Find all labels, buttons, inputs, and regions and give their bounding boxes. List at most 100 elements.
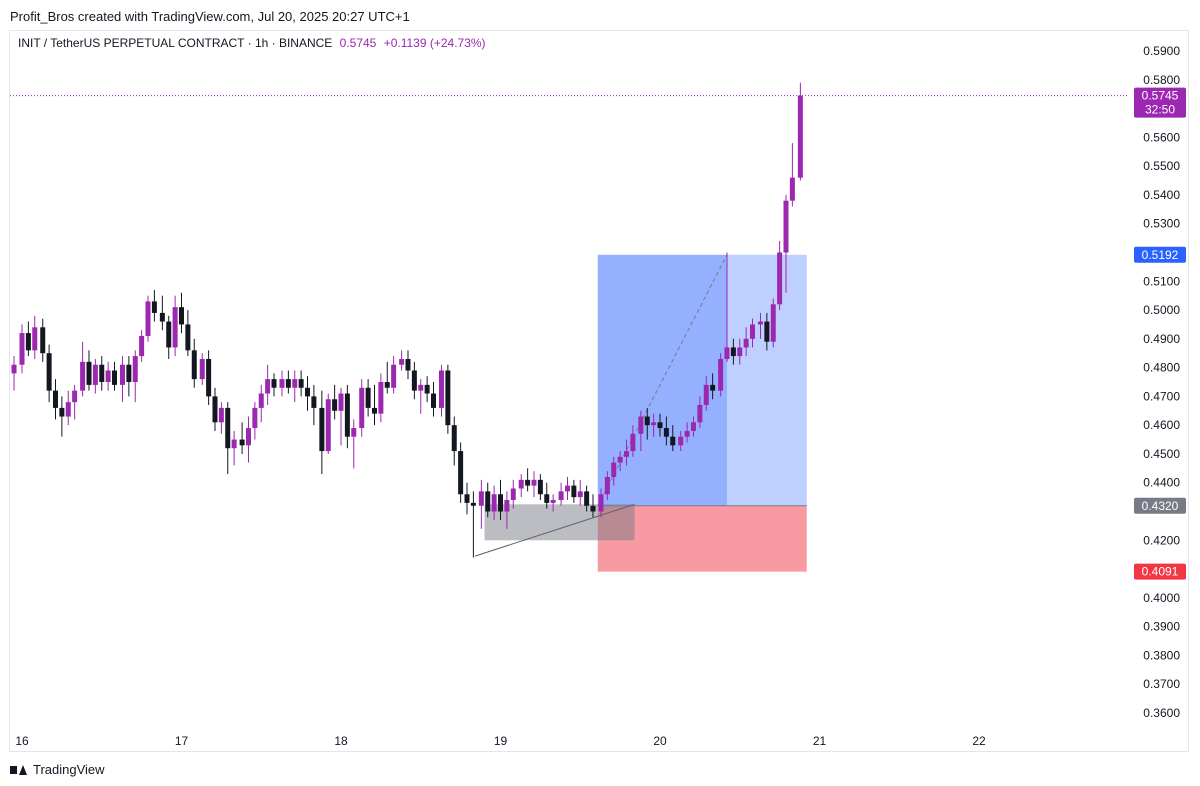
candle-body [52, 390, 58, 408]
candle-body [305, 387, 311, 397]
candle-body [80, 361, 86, 391]
candle-body [577, 491, 583, 498]
y-tick-label: 0.5800 [1143, 73, 1180, 87]
candle-body [697, 405, 703, 423]
symbol-description[interactable]: INIT / TetherUS PERPETUAL CONTRACT · 1h … [18, 36, 333, 50]
candle [40, 318, 46, 362]
candle [491, 485, 497, 521]
candle [166, 315, 172, 359]
candle-body [611, 462, 617, 477]
candle [399, 350, 405, 371]
candle [424, 376, 430, 403]
candle-body [764, 321, 770, 342]
candle-body [797, 95, 803, 178]
countdown-label: 32:50 [1145, 103, 1175, 117]
candle [638, 410, 644, 452]
candle [730, 338, 736, 365]
trend-line [474, 503, 635, 557]
candle [279, 370, 285, 397]
x-tick-label: 21 [813, 734, 827, 748]
candle-body [105, 370, 111, 382]
candle-body [498, 494, 503, 512]
candle-body [617, 456, 623, 463]
candle [571, 479, 577, 503]
candle-body [92, 364, 98, 385]
candle [789, 143, 795, 207]
candle [338, 387, 344, 446]
candle [139, 330, 145, 362]
candle-body [119, 364, 125, 385]
candle [126, 356, 132, 397]
candle [305, 376, 311, 411]
candle [797, 82, 803, 181]
price-tag-label: 0.4320 [1142, 499, 1179, 513]
candle [292, 370, 298, 403]
candle-body [703, 384, 709, 406]
candle-body [564, 485, 570, 492]
candle [590, 494, 596, 518]
price-tag-target [1134, 246, 1186, 263]
candle [351, 419, 357, 469]
candle [783, 194, 789, 293]
candle-body [384, 382, 390, 388]
candle-body [11, 364, 17, 374]
candle [191, 338, 197, 388]
y-tick-label: 0.5000 [1143, 303, 1180, 317]
candle-body [65, 402, 71, 417]
candle-body [478, 491, 484, 506]
candle [510, 479, 516, 509]
candle-body [770, 304, 776, 342]
x-tick-label: 16 [15, 734, 29, 748]
candle [564, 476, 570, 501]
candle-body [151, 301, 157, 313]
candle-body [179, 307, 184, 325]
candle-body [46, 353, 52, 391]
price-tag-label: 0.4091 [1142, 565, 1179, 579]
candle-body [571, 485, 577, 498]
price-tag-entry [1134, 497, 1186, 514]
candle-body [359, 387, 365, 429]
candle-body [445, 370, 451, 426]
candle [544, 482, 550, 509]
candle-body [19, 333, 25, 365]
candle [271, 373, 277, 397]
candle-body [206, 358, 212, 397]
price-tag-stop [1134, 563, 1186, 580]
candle-body [485, 491, 491, 512]
candle [132, 350, 138, 403]
candle [344, 384, 350, 449]
candle [458, 442, 464, 503]
candle-body [245, 428, 251, 446]
footer-brand[interactable]: TradingView [10, 762, 105, 777]
candle-body [59, 407, 65, 417]
candle-body [265, 379, 271, 394]
candle [470, 491, 476, 558]
candle-body [670, 436, 676, 446]
candle-body [40, 327, 46, 354]
candle-body [199, 358, 205, 380]
candle [737, 338, 743, 365]
candle-body [750, 324, 756, 339]
candle-body [678, 436, 684, 446]
candle [365, 379, 371, 417]
y-tick-label: 0.5600 [1143, 130, 1180, 144]
x-tick-label: 17 [175, 734, 189, 748]
candle-body [225, 407, 231, 449]
price-change: +0.1139 (+24.73%) [383, 36, 486, 50]
candle-body [365, 387, 371, 408]
candle-body [271, 379, 277, 388]
y-tick-label: 0.3600 [1143, 706, 1180, 720]
candle [558, 482, 564, 506]
candle [418, 379, 424, 414]
candle-body [418, 384, 424, 391]
candle [485, 482, 491, 518]
candle-body [112, 370, 118, 385]
candle-body [783, 200, 789, 253]
candle [225, 402, 231, 475]
candle [431, 382, 437, 417]
y-tick-label: 0.4800 [1143, 361, 1180, 375]
candle [411, 361, 417, 400]
candle [298, 370, 304, 397]
candle [663, 416, 669, 446]
